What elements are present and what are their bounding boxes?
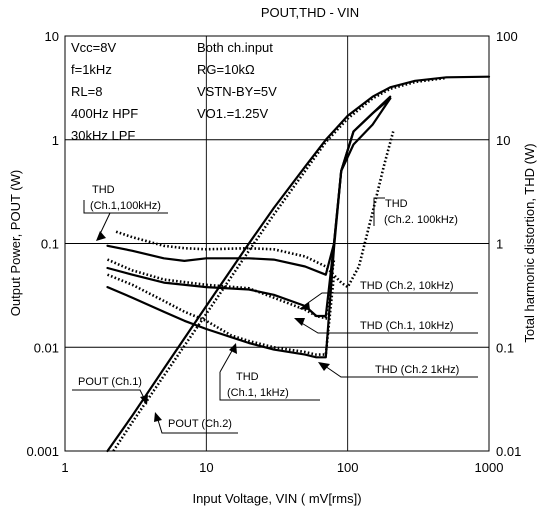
x-tick-label: 1 [61,460,68,475]
series [106,75,491,453]
leader-thd-ch2-10k [304,292,478,306]
condition-hpf: 400Hz HPF [71,106,138,121]
y-tick-label: 0.1 [41,237,59,252]
annotation-thd-ch2-100k: THD [385,198,408,210]
leader-thd-ch1-100k-b [99,212,111,235]
annotation-thd-ch1-1k-sub: (Ch.1, 1kHz) [227,387,289,399]
annotations: THD (Ch.1,100kHz) THD (Ch.2. 100kHz) THD… [72,184,478,434]
conditions-right: Both ch.input RG=10kΩ VSTN-BY=5V VO1.=1.… [197,40,277,121]
annotation-thd-ch2-1k: THD (Ch.2 1kHz) [375,364,459,376]
leader-thd-ch1-1k [219,372,320,401]
annotation-thd-ch2-100k-sub: (Ch.2. 100kHz) [384,214,458,226]
leader-pout-ch1 [72,389,145,399]
y-tick-label: 1 [52,133,59,148]
y-tick-label: 10 [45,29,59,44]
leader-thd-ch1-100k [83,200,168,214]
arrow-thd-ch2-1k [318,362,330,371]
y2-tick-label: 10 [496,133,510,148]
series-thd-ch-1-100khz [106,97,392,276]
leader-pout-ch2 [157,419,238,434]
condition-rl: RL=8 [71,84,102,99]
chart-title: POUT,THD - VIN [261,5,359,20]
y2-tick-label: 1 [496,237,503,252]
y-tick-label: 0.01 [34,340,59,355]
annotation-thd-ch1-100k: THD [92,184,115,196]
arrow-thd-ch1-100k [96,231,106,241]
y-tick-label: 0.001 [26,444,59,459]
arrow-pout-ch2 [154,412,162,422]
series-thd-ch-1-1khz [106,97,392,359]
arrow-thd-ch2-10k [299,302,310,310]
x-axis-label: Input Voltage, VIN ( mV[rms]) [192,491,361,506]
annotation-thd-ch2-10k: THD (Ch.2, 10kHz) [360,280,454,292]
annotation-thd-ch1-100k-sub: (Ch.1,100kHz) [90,200,161,212]
conditions-left: Vcc=8V f=1kHz RL=8 400Hz HPF 30kHz LPF [71,40,138,143]
arrow-thd-ch1-1k [229,343,237,354]
condition-freq: f=1kHz [71,62,112,77]
leader-thd-ch1-10k [299,321,478,334]
series-pout-ch-2 [112,76,447,452]
condition-rg: RG=10kΩ [197,62,255,77]
condition-vcc: Vcc=8V [71,40,116,55]
condition-standby: VSTN-BY=5V [197,84,277,99]
y2-axis-label: Total harmonic distortion, THD (W) [522,143,537,342]
annotation-thd-ch1-1k: THD [236,371,259,383]
tick-labels: 1 10 100 1000 0.001 0.01 0.1 1 10 0.01 0.1 1 10 100 [26,29,521,475]
condition-vo1: VO1.=1.25V [197,106,269,121]
annotation-thd-ch1-10k: THD (Ch.1, 10kHz) [360,320,454,332]
condition-input: Both ch.input [197,40,273,55]
series-pout-ch-1 [106,75,491,453]
annotation-pout-ch2: POUT (Ch.2) [168,418,232,430]
annotation-pout-ch1: POUT (Ch.1) [78,376,142,388]
y2-tick-label: 0.01 [496,444,521,459]
x-tick-label: 100 [337,460,359,475]
arrow-pout-ch1 [140,395,148,405]
grid [65,36,489,451]
x-tick-label: 1000 [475,460,504,475]
condition-lpf: 30kHz LPF [71,128,135,143]
leader-thd-ch2-100k [373,197,385,226]
x-tick-label: 10 [199,460,213,475]
y2-tick-label: 100 [496,29,518,44]
plot-frame [64,35,490,452]
leader-thd-ch2-1k [324,365,478,378]
y2-tick-label: 0.1 [496,340,514,355]
y-axis-label: Output Power, POUT (W) [8,170,23,316]
leader-thd-ch1-1k-b [219,348,234,373]
arrow-thd-ch1-10k [294,318,305,326]
